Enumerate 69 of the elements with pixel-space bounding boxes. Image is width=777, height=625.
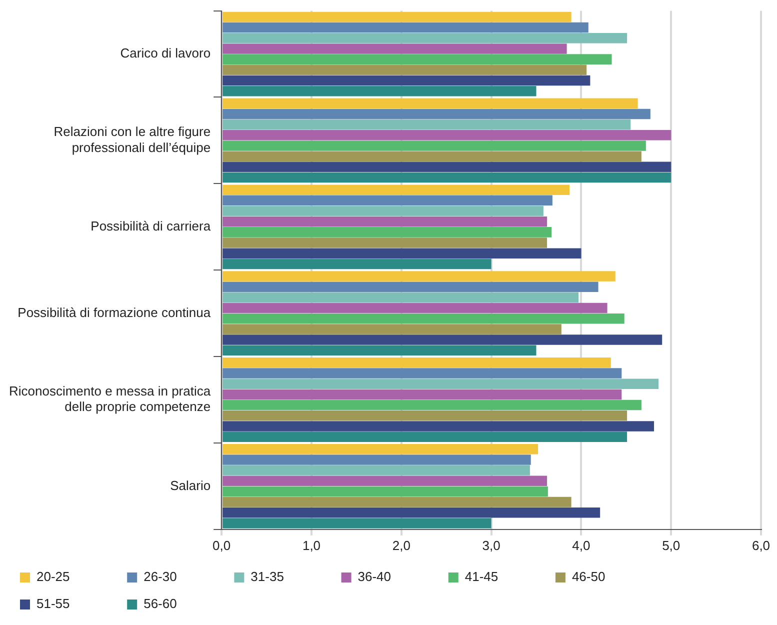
y-tick-label: Possibilità di carriera (90, 218, 212, 234)
bar (222, 86, 536, 96)
bar (222, 98, 638, 109)
bar (222, 334, 662, 345)
y-tick-label: Carico di lavoro (120, 46, 211, 61)
x-tick-label: 6,0 (752, 538, 770, 553)
bar (222, 206, 544, 216)
bar (222, 378, 659, 390)
bar (222, 54, 612, 64)
legend-label: 20-25 (36, 569, 114, 584)
legend-label: 26-30 (144, 569, 220, 584)
x-tick-label: 1,0 (302, 538, 321, 553)
bar (222, 400, 642, 410)
y-tick-label: Riconoscimento e messa in pratica delle proprie competenze (8, 384, 212, 414)
bar (222, 465, 530, 476)
bar (222, 151, 642, 162)
bar (222, 227, 552, 238)
legend-label: 56-60 (144, 596, 220, 612)
bar (222, 302, 608, 314)
bar (222, 172, 672, 183)
bar (222, 444, 538, 454)
legend-label: 46-50 (572, 569, 649, 584)
bar (222, 184, 570, 195)
bar (222, 389, 622, 400)
y-tick-label: Relazioni con le altre figure professionali dell’équipe (54, 124, 211, 155)
bar (222, 258, 492, 270)
bar (222, 508, 600, 518)
bar (222, 292, 578, 303)
bar (222, 486, 548, 497)
bar (222, 238, 548, 248)
bar (222, 410, 628, 421)
bar (222, 162, 672, 172)
x-tick-label: 2,0 (392, 538, 410, 553)
legend-label: 31-35 (250, 569, 328, 584)
legend-label: 36-40 (358, 569, 434, 584)
x-tick-label: 5,0 (662, 538, 680, 553)
bar (222, 64, 587, 76)
bar (222, 12, 572, 22)
bar (222, 421, 654, 432)
bar (222, 75, 590, 86)
bar (222, 195, 552, 206)
bar (222, 44, 567, 54)
bar (222, 130, 672, 140)
bar (222, 358, 611, 368)
legend-label: 51-55 (36, 596, 114, 612)
bar (222, 454, 531, 465)
x-tick-label: 4,0 (572, 538, 590, 553)
bar (222, 22, 588, 33)
bar (222, 432, 628, 442)
bar (222, 216, 548, 227)
y-tick-label: Possibilità di formazione continua (18, 304, 212, 320)
bar (222, 518, 492, 528)
bar (222, 140, 646, 151)
bar (222, 108, 650, 120)
bar (222, 119, 631, 130)
bar (222, 368, 622, 378)
bar (222, 324, 562, 334)
legend-label: 41-45 (464, 569, 542, 584)
x-tick-label: 3,0 (482, 538, 500, 553)
bar (222, 282, 598, 292)
bar (222, 248, 582, 258)
bar (222, 271, 616, 282)
bar (222, 345, 536, 356)
bar (222, 33, 628, 44)
bar (222, 496, 572, 508)
y-tick-label: Salario (170, 478, 211, 493)
x-tick-label: 0,0 (212, 538, 231, 553)
bar (222, 476, 548, 486)
bar (222, 313, 624, 324)
